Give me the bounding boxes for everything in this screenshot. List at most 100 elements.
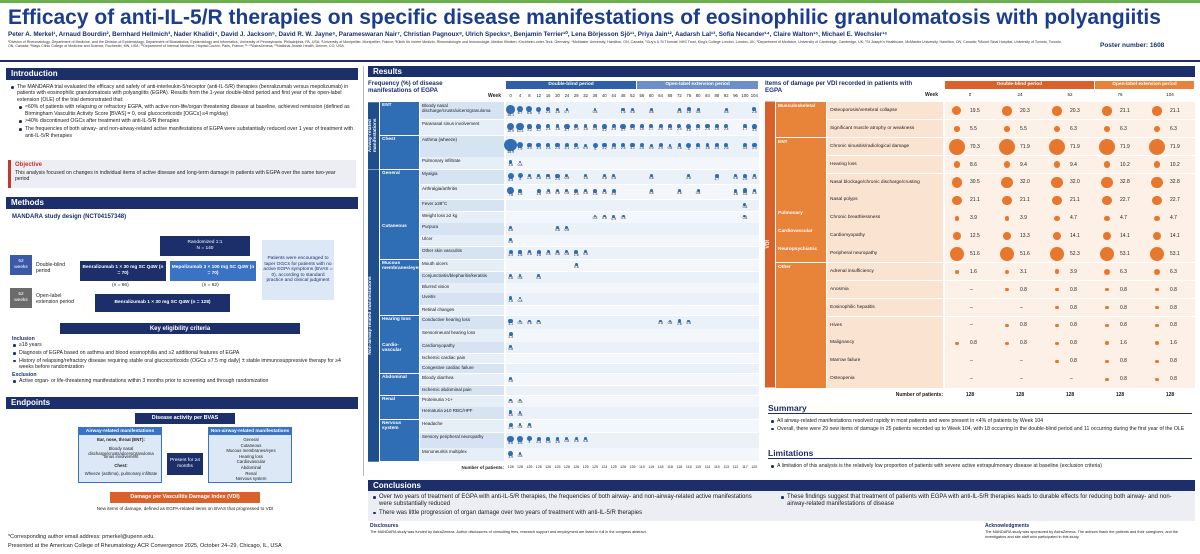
week-number: 48: [620, 93, 626, 98]
disclosures-text: The MANDARA study was funded by AstraZen…: [370, 530, 647, 534]
bubble: [696, 107, 700, 111]
header-rule: [0, 60, 1200, 62]
bubble: [649, 174, 653, 178]
value-label: 52.3: [1070, 250, 1080, 257]
arm-box: Benralizumab 1 × 30 mg SC Q4W (n = 70): [80, 261, 166, 281]
value-label: 0.8: [527, 425, 532, 430]
section-header: Results: [368, 66, 1195, 77]
patients: 128: [507, 465, 514, 469]
bubble: [668, 124, 672, 129]
value-label: 0.8: [602, 216, 607, 221]
row-label: Peripheral neuropathy: [827, 245, 943, 263]
bubble: [506, 104, 516, 114]
row-label: Marrow failure: [827, 352, 943, 370]
value-label: 3.4: [536, 146, 542, 151]
table-title: Frequency (%) of disease manifestations …: [368, 80, 443, 94]
bubble: [724, 107, 728, 111]
value-label: 0.8: [508, 228, 514, 233]
bubble: [649, 143, 653, 147]
bubble: [1151, 176, 1163, 189]
value-label: 0.8: [517, 400, 523, 405]
bubble: [565, 226, 569, 230]
value-label: 5.6: [517, 440, 523, 445]
value-label: 32.8: [1170, 179, 1180, 186]
value-label: 1.6: [508, 298, 514, 303]
bubble: [507, 172, 514, 179]
bubble: [686, 142, 692, 148]
value-label: 0.8: [583, 191, 588, 196]
week-number: 84: [705, 93, 710, 98]
bubble: [574, 188, 579, 193]
value-label: 4.8: [686, 127, 692, 132]
bubble: [509, 226, 513, 230]
value-label: 1.6: [620, 110, 626, 115]
value-label: 22.7: [1170, 197, 1180, 204]
bubble: [1005, 341, 1009, 345]
category: Cardiovascular: [776, 227, 826, 245]
value-label: 10.9: [507, 129, 514, 134]
row-cells: [506, 419, 759, 433]
value-label: 1.6: [970, 268, 977, 275]
bubble: [1154, 215, 1160, 221]
value-label: 0.8: [676, 191, 682, 196]
row-label: Asthma (wheeze): [420, 135, 504, 157]
value-label: 2.4: [658, 146, 663, 151]
bubble: [612, 174, 616, 178]
patients: 126: [535, 465, 542, 469]
bubble: [527, 142, 532, 148]
patients: 128: [1065, 392, 1075, 398]
bubble: [516, 141, 524, 149]
value-label: 19.5: [970, 107, 980, 114]
item: Mucous membranes/eyes: [226, 448, 276, 454]
value-label: –: [1070, 376, 1073, 383]
value-label: 0.8: [555, 228, 560, 233]
bubble: [565, 107, 569, 111]
patients: 126: [620, 465, 627, 469]
bubble: [574, 143, 579, 148]
bubble: [509, 376, 513, 380]
row-cells: [945, 262, 1195, 281]
value-label: 2.4: [611, 146, 617, 151]
row-label: Paranasal sinus involvement: [420, 119, 504, 136]
row-cells: [506, 259, 759, 272]
category: Abdominal: [380, 373, 419, 396]
bubble: [631, 107, 634, 111]
value-label: 0.8: [583, 252, 588, 257]
value-label: 3.9: [970, 215, 977, 222]
value-label: 32.8: [1120, 179, 1130, 186]
bubble: [508, 249, 513, 254]
item: Nervous system: [235, 476, 267, 482]
bubble: [1055, 341, 1059, 345]
bubble: [546, 143, 551, 148]
conclusion-point: There was little progression of organ da…: [372, 510, 762, 517]
row-label: Cardiomyopathy: [827, 227, 943, 245]
period-header: Double-blind period: [945, 81, 1094, 89]
criterion: ≥18 years: [12, 342, 352, 348]
bubble: [621, 107, 625, 112]
section-header: Summary: [768, 403, 1192, 414]
value-label: 51.6: [1020, 250, 1030, 257]
bubble: [602, 142, 607, 148]
value-label: 2.4: [573, 127, 579, 132]
value-label: 2.4: [620, 146, 626, 151]
bubble: [593, 214, 597, 218]
value-label: 2.6: [639, 146, 645, 151]
row-label: Osteopenia: [827, 370, 943, 388]
value-label: 6.3: [508, 177, 514, 182]
value-label: 4.7: [1120, 215, 1127, 222]
vdi-note: New items of damage, defined as EGPA-rel…: [96, 506, 274, 511]
value-label: 4: [519, 177, 521, 182]
week-number: 52: [1067, 92, 1073, 97]
value-label: 1.6: [517, 191, 523, 196]
value-label: 0.8: [970, 340, 977, 347]
bubble: [954, 215, 960, 221]
row-label: Chronic sinusitis/radiological damage: [827, 137, 943, 156]
value-label: 0.8: [1120, 304, 1127, 311]
n-label: (n = 66): [112, 283, 129, 288]
bubble: [1154, 125, 1160, 132]
bubble: [1154, 268, 1160, 275]
row-label: Pulmonary infiltrate: [420, 157, 504, 170]
value-label: 4.7: [1170, 215, 1177, 222]
bubble: [1149, 138, 1165, 155]
bubble: [724, 143, 729, 148]
